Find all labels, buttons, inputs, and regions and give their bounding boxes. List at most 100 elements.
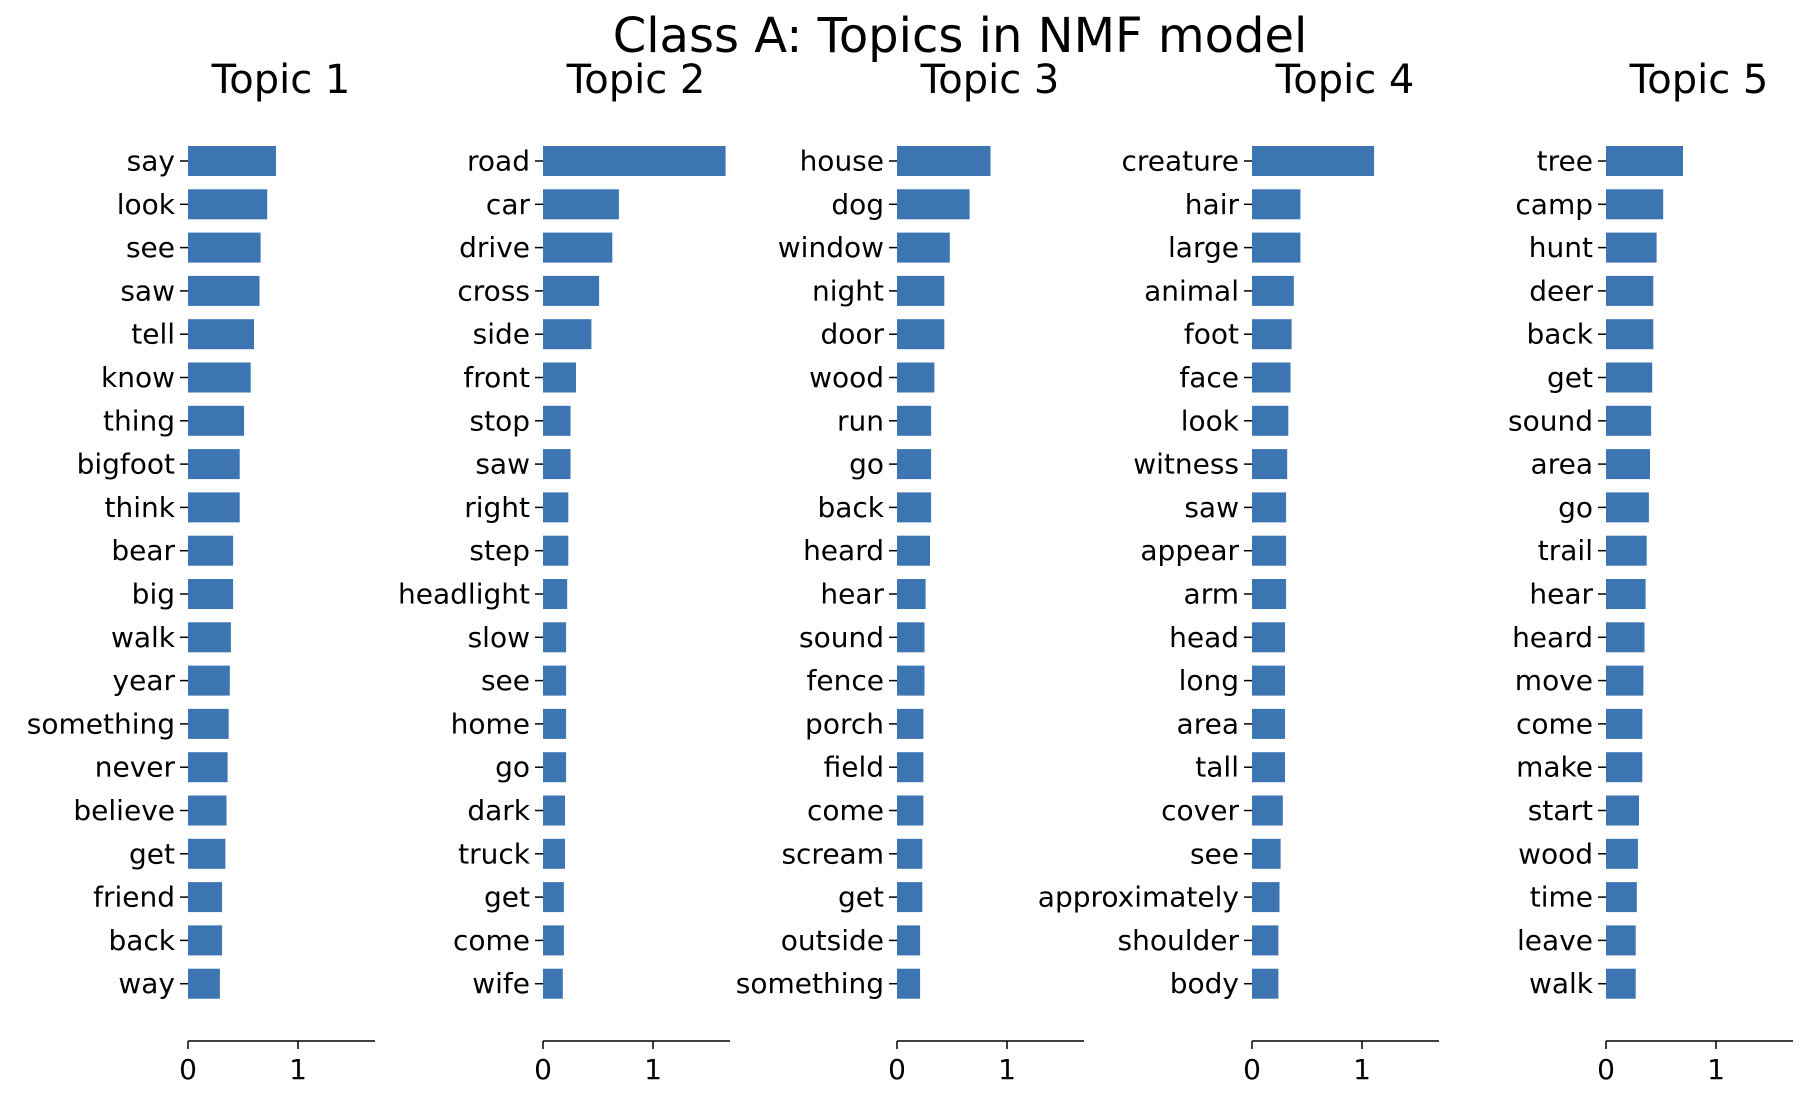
- word-label: deer: [1529, 274, 1593, 307]
- bar: [897, 362, 935, 393]
- word-label: get: [1547, 361, 1593, 394]
- bar: [188, 535, 234, 566]
- bar: [543, 838, 565, 869]
- bar: [188, 449, 240, 480]
- bar: [897, 622, 925, 653]
- word-label: believe: [73, 794, 175, 827]
- bar: [1252, 449, 1288, 480]
- word-label: dark: [467, 794, 530, 827]
- bar: [1252, 882, 1280, 913]
- bar: [1606, 319, 1654, 350]
- word-label: bigfoot: [77, 448, 175, 481]
- bar: [188, 968, 220, 999]
- x-tick-label: 0: [1243, 1053, 1261, 1086]
- bar: [1606, 665, 1644, 696]
- bar: [1606, 795, 1639, 826]
- word-label: animal: [1144, 274, 1239, 307]
- bar: [897, 449, 932, 480]
- bar: [897, 535, 930, 566]
- bar: [897, 838, 923, 869]
- bar: [188, 362, 251, 393]
- bar: [897, 492, 932, 523]
- word-label: thing: [103, 404, 175, 437]
- panel-title: Topic 2: [566, 57, 706, 103]
- word-label: long: [1179, 664, 1239, 697]
- bar: [543, 492, 569, 523]
- bar: [1606, 838, 1638, 869]
- bar: [1252, 622, 1285, 653]
- x-tick-label: 1: [1353, 1053, 1371, 1086]
- bar: [1252, 925, 1279, 956]
- word-label: car: [486, 188, 531, 221]
- bar: [1606, 146, 1683, 176]
- bar: [1252, 319, 1292, 350]
- word-label: walk: [111, 621, 176, 654]
- word-label: dog: [831, 188, 884, 221]
- word-label: something: [27, 707, 175, 740]
- word-label: wife: [472, 967, 530, 1000]
- bar: [543, 405, 571, 436]
- word-label: fence: [807, 664, 884, 697]
- bar: [897, 146, 991, 176]
- bar: [188, 838, 226, 869]
- bar: [188, 579, 234, 609]
- word-label: saw: [120, 274, 175, 307]
- word-label: sound: [799, 621, 884, 654]
- word-label: get: [484, 881, 530, 914]
- word-label: witness: [1133, 448, 1239, 481]
- bar: [543, 708, 567, 739]
- word-label: see: [481, 664, 530, 697]
- word-label: wood: [809, 361, 884, 394]
- bar: [1252, 838, 1281, 869]
- word-label: tell: [131, 318, 175, 351]
- bar: [1606, 189, 1664, 220]
- word-label: stop: [470, 404, 530, 437]
- word-label: right: [464, 491, 530, 524]
- bar: [188, 622, 231, 653]
- word-label: approximately: [1038, 881, 1239, 914]
- bar: [897, 752, 924, 783]
- word-label: heard: [803, 534, 884, 567]
- word-label: sound: [1508, 404, 1593, 437]
- bar: [188, 405, 245, 436]
- word-label: see: [126, 231, 175, 264]
- word-label: start: [1528, 794, 1593, 827]
- word-label: back: [108, 924, 175, 957]
- word-label: go: [849, 448, 884, 481]
- bar: [543, 968, 563, 999]
- bar: [897, 795, 924, 826]
- topic-panel-2: Topic 2 road car drive cross side front stop saw…: [398, 57, 730, 1086]
- word-label: cover: [1161, 794, 1239, 827]
- word-label: scream: [781, 837, 884, 870]
- bar: [543, 189, 619, 220]
- bar: [1606, 535, 1647, 566]
- word-label: friend: [93, 881, 175, 914]
- bar: [897, 232, 950, 263]
- word-label: heard: [1512, 621, 1593, 654]
- word-label: truck: [458, 837, 531, 870]
- word-label: way: [118, 967, 175, 1000]
- word-label: come: [453, 924, 530, 957]
- bar: [188, 665, 230, 696]
- word-label: back: [817, 491, 884, 524]
- word-label: tall: [1195, 751, 1239, 784]
- bar: [188, 752, 228, 783]
- word-label: head: [1169, 621, 1239, 654]
- bar: [1606, 492, 1649, 523]
- word-label: road: [467, 145, 530, 178]
- word-label: shoulder: [1117, 924, 1239, 957]
- bar: [1252, 752, 1285, 783]
- bar: [897, 405, 932, 436]
- bar: [897, 925, 921, 956]
- bar: [188, 275, 260, 306]
- bar: [543, 319, 592, 350]
- x-tick-label: 1: [289, 1053, 307, 1086]
- word-label: hair: [1185, 188, 1240, 221]
- word-label: hear: [1529, 578, 1593, 611]
- word-label: trail: [1538, 534, 1593, 567]
- word-label: hear: [820, 578, 884, 611]
- bar: [543, 579, 568, 609]
- word-label: move: [1515, 664, 1593, 697]
- bar: [543, 665, 567, 696]
- bar: [543, 622, 567, 653]
